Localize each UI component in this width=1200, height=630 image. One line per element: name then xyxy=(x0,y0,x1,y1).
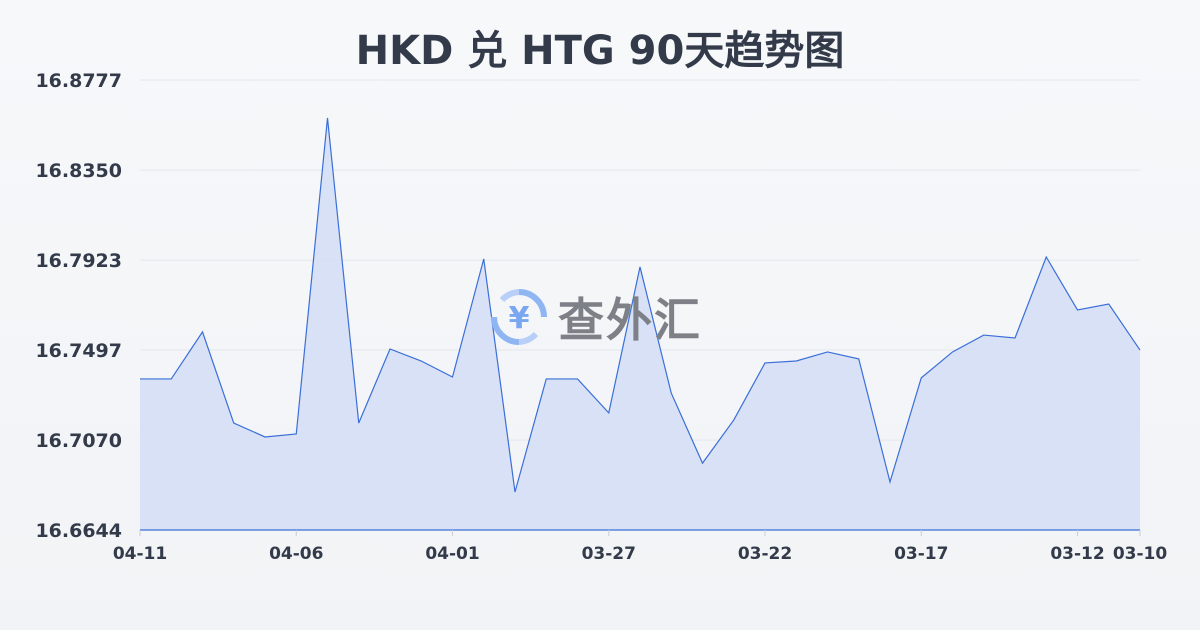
x-tick-label: 04-01 xyxy=(425,544,479,564)
y-tick-label: 16.8777 xyxy=(35,70,122,92)
x-tick-label: 04-11 xyxy=(113,544,167,564)
x-tick-label: 03-10 xyxy=(1113,544,1168,564)
y-tick-label: 16.6644 xyxy=(35,520,122,542)
chart-title: HKD 兑 HTG 90天趋势图 xyxy=(355,28,845,74)
y-tick-label: 16.8350 xyxy=(35,160,122,182)
x-tick-label: 04-06 xyxy=(269,544,323,564)
x-tick-label: 03-22 xyxy=(738,544,792,564)
x-tick-label: 03-27 xyxy=(582,544,636,564)
svg-text:¥: ¥ xyxy=(509,301,530,336)
y-tick-label: 16.7497 xyxy=(35,340,122,362)
series-line xyxy=(140,117,1141,493)
area-fill xyxy=(140,117,1140,531)
x-tick-label: 03-12 xyxy=(1050,544,1104,564)
watermark-text: 查外汇 xyxy=(558,293,702,347)
y-tick-label: 16.7070 xyxy=(35,430,122,452)
x-tick-label: 03-17 xyxy=(894,544,948,564)
y-tick-label: 16.7923 xyxy=(35,250,122,272)
yen-exchange-icon: ¥ xyxy=(491,289,547,345)
watermark: ¥ 查外汇 xyxy=(488,284,702,350)
